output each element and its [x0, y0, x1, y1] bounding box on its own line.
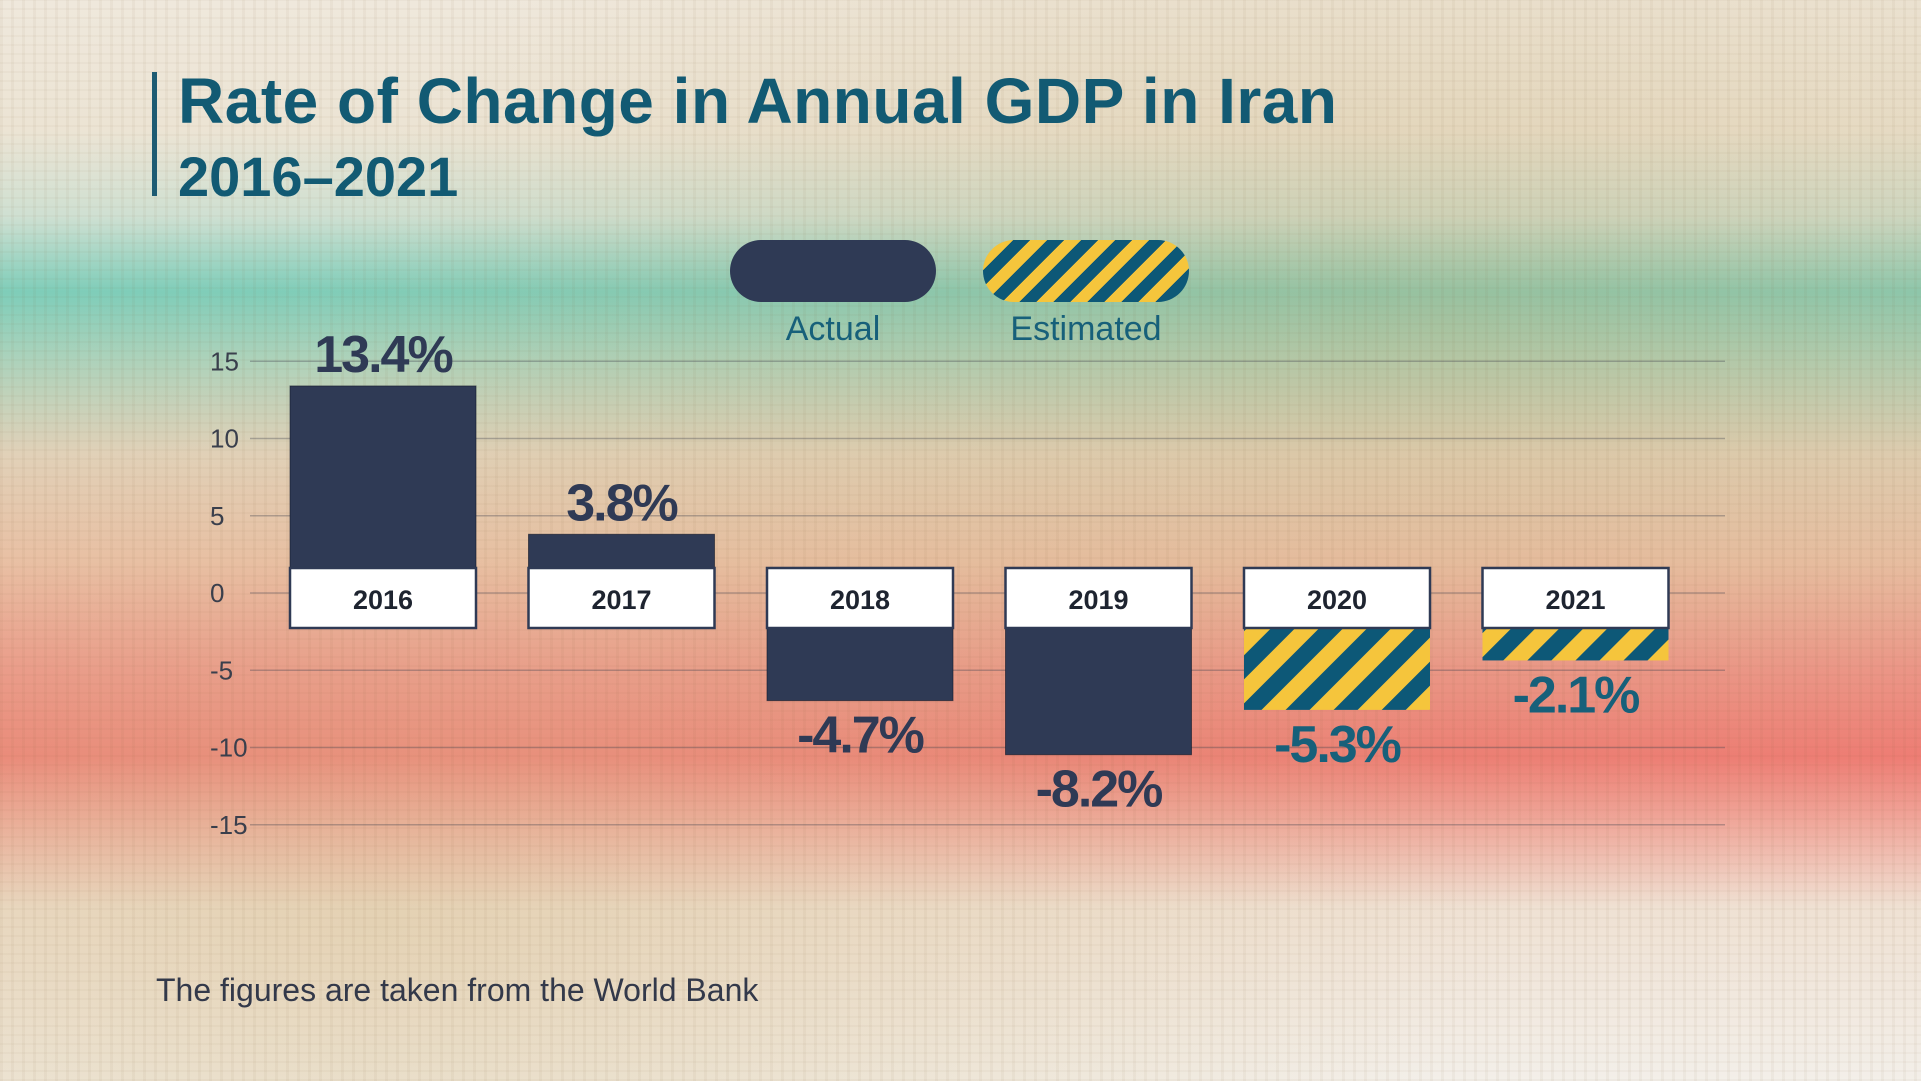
chart-title: Rate of Change in Annual GDP in Iran	[178, 65, 1338, 137]
legend-actual-swatch	[730, 240, 936, 302]
data-label: 3.8%	[566, 474, 677, 532]
y-tick-label: 5	[210, 501, 224, 531]
x-tick-label: 2019	[1068, 585, 1128, 615]
y-tick-label: 10	[210, 424, 239, 454]
data-label: -4.7%	[797, 707, 924, 765]
y-tick-label: -10	[210, 733, 248, 763]
x-tick-label: 2021	[1545, 585, 1605, 615]
legend-estimated-label: Estimated	[1010, 310, 1162, 348]
title-accent-bar	[152, 72, 157, 196]
data-label: 13.4%	[314, 326, 452, 384]
x-tick-label: 2016	[353, 585, 413, 615]
year-box-2019	[1004, 566, 1193, 630]
year-box-2020	[1242, 566, 1432, 630]
legend-estimated-swatch	[983, 240, 1189, 302]
year-box-2018	[765, 566, 955, 630]
year-box-2016	[288, 566, 478, 630]
data-label: -8.2%	[1036, 761, 1163, 819]
bar-2019	[1005, 623, 1192, 756]
legend-actual-label: Actual	[785, 310, 881, 348]
bar-2017	[528, 533, 715, 573]
chart-subtitle: 2016–2021	[178, 145, 459, 208]
data-label: -2.1%	[1513, 666, 1640, 724]
bar-2020	[1244, 624, 1430, 710]
x-tick-label: 2018	[830, 585, 890, 615]
bar-2018	[766, 623, 954, 702]
grid-layer: 15 10 5 0 -5 -10 -15	[210, 346, 1725, 840]
year-box-2017	[527, 566, 716, 630]
bar-2021	[1482, 624, 1669, 661]
data-label: -5.3%	[1274, 716, 1401, 774]
y-tick-label: 0	[210, 578, 224, 608]
year-box-2021	[1481, 566, 1670, 630]
bars-layer: 2016 13.4% 2017 3.8% 2018 -4.7% 2019 -8.2% 2020 -…	[288, 326, 1670, 819]
source-note: The figures are taken from the World Ban…	[156, 972, 759, 1008]
x-tick-label: 2020	[1307, 585, 1367, 615]
y-tick-label: -5	[210, 655, 233, 685]
y-tick-label: 15	[210, 346, 239, 376]
bar-2016	[289, 385, 477, 573]
y-tick-label: -15	[210, 810, 248, 840]
x-tick-label: 2017	[591, 585, 651, 615]
